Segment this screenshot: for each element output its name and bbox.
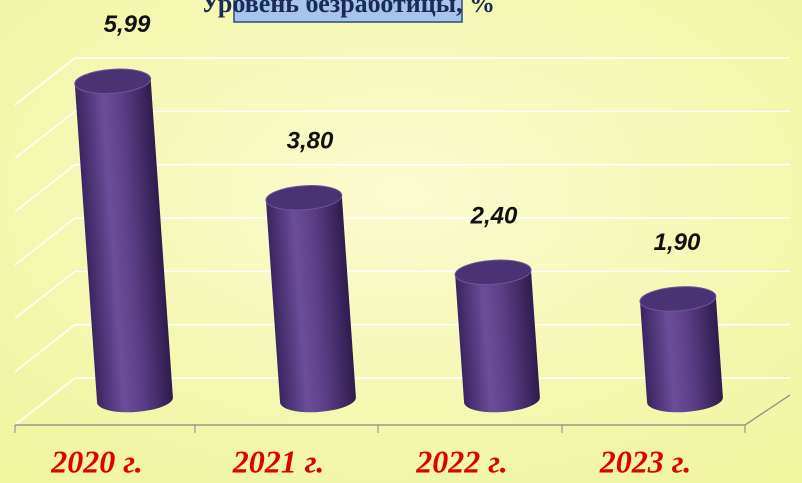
grid-line	[14, 323, 790, 373]
grid-line	[14, 163, 790, 213]
title-box	[233, 0, 463, 23]
grid-line	[14, 110, 790, 159]
bar	[454, 259, 540, 413]
bar	[639, 286, 723, 413]
value-label: 5,99	[104, 11, 151, 38]
value-label: 1,90	[654, 229, 701, 256]
value-label: 2,40	[470, 202, 518, 229]
grid-line	[14, 217, 790, 266]
bar	[74, 68, 173, 413]
x-tick-label: 2023 г.	[599, 443, 691, 479]
value-label: 3,80	[287, 128, 334, 155]
bar	[265, 185, 356, 413]
x-tick-label: 2022 г.	[415, 443, 507, 479]
x-tick-label: 2021 г.	[232, 443, 324, 479]
x-tick-label: 2020 г.	[50, 443, 142, 479]
grid-line	[14, 377, 790, 426]
grid-line	[14, 57, 790, 106]
grid-line	[14, 270, 790, 319]
chart-title: Уровень безработицы, %	[201, 0, 495, 18]
